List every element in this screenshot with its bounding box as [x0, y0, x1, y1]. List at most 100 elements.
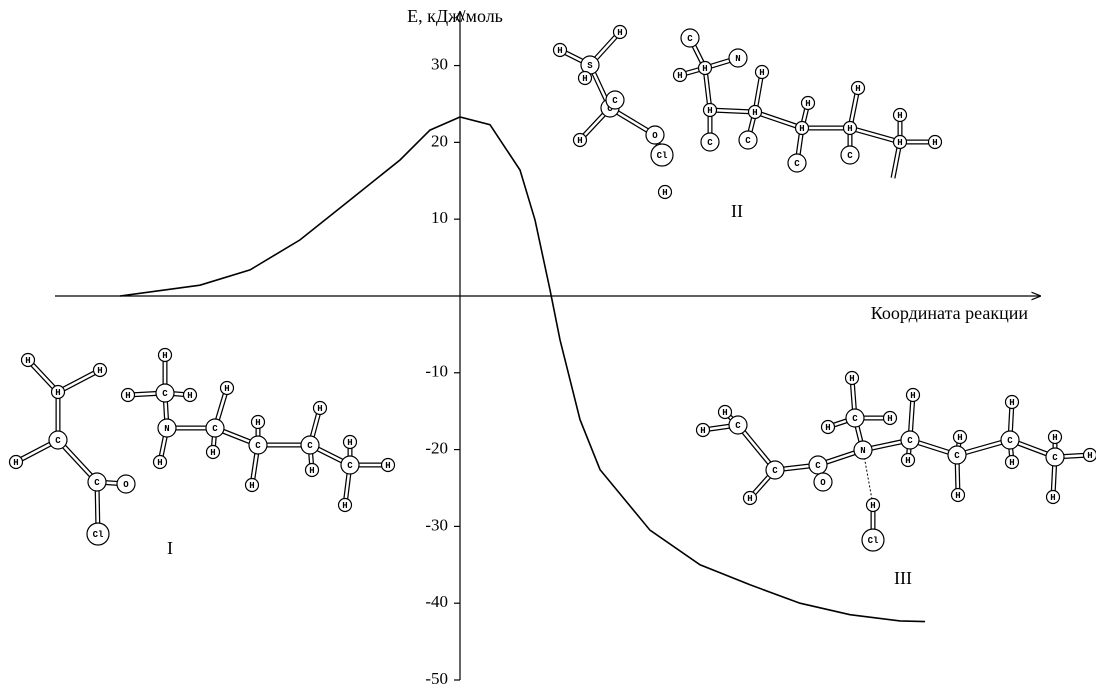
- atom-label: H: [662, 188, 667, 198]
- atom-label: C: [347, 461, 353, 471]
- atom: [844, 370, 860, 386]
- atom-label: H: [847, 124, 852, 134]
- atom-label: H: [385, 461, 390, 471]
- atom: [672, 67, 688, 83]
- atom-label: H: [317, 404, 322, 414]
- atom: [380, 457, 396, 473]
- atom-label: H: [557, 46, 562, 56]
- atom: [650, 143, 674, 167]
- atom-label: C: [847, 151, 853, 161]
- atom: [645, 125, 665, 145]
- atom-label: H: [957, 433, 962, 443]
- atom-label: C: [852, 414, 858, 424]
- atom-label: C: [907, 436, 913, 446]
- atom-label: H: [722, 408, 727, 418]
- atom: [50, 384, 66, 400]
- atom-label: H: [162, 351, 167, 361]
- atom: [900, 452, 916, 468]
- atom: [695, 422, 711, 438]
- atom: [850, 80, 866, 96]
- bond-inner: [737, 424, 776, 471]
- atom: [905, 387, 921, 403]
- atom: [747, 104, 763, 120]
- atom: [717, 404, 733, 420]
- atom-label: H: [97, 366, 102, 376]
- atom: [552, 42, 568, 58]
- atom-label: H: [759, 68, 764, 78]
- atom: [86, 522, 110, 546]
- y-axis-label: E, кДж/моль: [407, 6, 503, 26]
- atom-label: H: [805, 99, 810, 109]
- atom: [657, 184, 673, 200]
- atom: [572, 132, 588, 148]
- atom: [853, 440, 873, 460]
- atom: [861, 528, 885, 552]
- atom: [842, 120, 858, 136]
- bond-inner: [849, 126, 901, 144]
- atom-label: H: [700, 426, 705, 436]
- atom-label: C: [794, 159, 800, 169]
- atom-label: C: [707, 138, 713, 148]
- atom: [205, 444, 221, 460]
- atom-label: C: [954, 451, 960, 461]
- atom-label: H: [224, 384, 229, 394]
- atom-label: H: [125, 391, 130, 401]
- atom-label: H: [157, 458, 162, 468]
- atom: [927, 134, 943, 150]
- atom: [157, 418, 177, 438]
- atom-label: Cl: [868, 536, 879, 546]
- atom: [155, 383, 175, 403]
- atom: [337, 497, 353, 513]
- atom-label: C: [212, 424, 218, 434]
- molecule-label: I: [167, 538, 173, 558]
- atom: [157, 347, 173, 363]
- atom-label: C: [255, 441, 261, 451]
- atom-label: H: [799, 124, 804, 134]
- atom-label: H: [1009, 398, 1014, 408]
- atom: [48, 430, 68, 450]
- atom: [87, 472, 107, 492]
- atom-label: H: [887, 414, 892, 424]
- energy-curve: [119, 116, 926, 623]
- atom-label: H: [870, 501, 875, 511]
- atom-label: H: [897, 138, 902, 148]
- atom-label: N: [860, 446, 865, 456]
- atom: [300, 435, 320, 455]
- atom-label: H: [752, 108, 757, 118]
- atom: [20, 352, 36, 368]
- atom-label: H: [707, 106, 712, 116]
- atom-label: H: [747, 494, 752, 504]
- atom-label: H: [617, 28, 622, 38]
- atom-label: C: [687, 34, 693, 44]
- atom-label: O: [123, 480, 129, 490]
- atom-label: H: [955, 491, 960, 501]
- atom-label: C: [307, 441, 313, 451]
- atom: [840, 145, 860, 165]
- atom: [312, 400, 328, 416]
- atom-label: H: [13, 458, 18, 468]
- atom-label: C: [815, 461, 821, 471]
- atom: [728, 48, 748, 68]
- atom: [92, 362, 108, 378]
- atom-label: H: [582, 74, 587, 84]
- y-tick-label: -10: [425, 362, 448, 381]
- atom-label: H: [210, 448, 215, 458]
- atom-label: H: [342, 501, 347, 511]
- atom: [950, 487, 966, 503]
- atom-label: C: [162, 389, 168, 399]
- atom-label: H: [1087, 451, 1092, 461]
- atom-label: O: [820, 478, 826, 488]
- atom-label: H: [897, 111, 902, 121]
- atom-label: H: [1052, 433, 1057, 443]
- atom-label: H: [855, 84, 860, 94]
- atom: [340, 455, 360, 475]
- atom: [8, 454, 24, 470]
- atom: [1047, 429, 1063, 445]
- atom-label: H: [187, 391, 192, 401]
- atom-label: C: [772, 466, 778, 476]
- atom: [800, 95, 816, 111]
- atom: [765, 460, 785, 480]
- y-tick-label: 30: [431, 54, 448, 73]
- bond-inner: [709, 108, 756, 114]
